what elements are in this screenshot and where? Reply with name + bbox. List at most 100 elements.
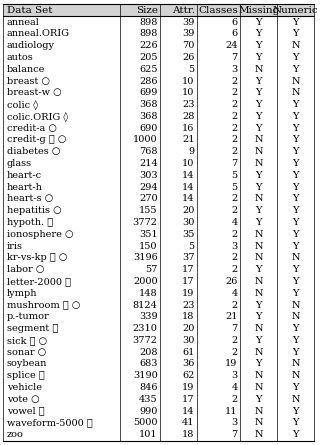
Text: 61: 61	[182, 348, 194, 356]
Text: N: N	[291, 41, 300, 50]
Text: Y: Y	[292, 194, 299, 203]
Text: heart-h: heart-h	[7, 182, 43, 192]
Text: 26: 26	[182, 53, 194, 62]
Text: 24: 24	[225, 41, 238, 50]
Text: 2: 2	[231, 336, 238, 345]
Text: letter-2000 ★: letter-2000 ★	[7, 277, 71, 286]
Text: 5000: 5000	[133, 418, 158, 427]
Text: 2: 2	[231, 135, 238, 145]
Text: 625: 625	[139, 65, 158, 74]
Text: Y: Y	[292, 159, 299, 168]
Text: 294: 294	[139, 182, 158, 192]
Text: 351: 351	[139, 230, 158, 239]
Text: 2: 2	[231, 124, 238, 133]
Text: 5: 5	[232, 182, 238, 192]
Text: 6: 6	[232, 18, 238, 27]
Text: Y: Y	[255, 29, 262, 38]
Text: N: N	[255, 407, 263, 416]
Text: Attr.: Attr.	[172, 6, 194, 15]
Text: 699: 699	[139, 89, 158, 97]
Text: 18: 18	[182, 312, 194, 321]
Text: 9: 9	[188, 147, 194, 156]
Text: Y: Y	[292, 124, 299, 133]
Text: hepatitis ○: hepatitis ○	[7, 206, 62, 215]
Text: autos: autos	[7, 53, 34, 62]
Text: 23: 23	[182, 300, 194, 310]
Text: 10: 10	[182, 159, 194, 168]
Text: N: N	[255, 324, 263, 333]
Text: 3772: 3772	[133, 336, 158, 345]
Text: mushroom ★ ○: mushroom ★ ○	[7, 300, 80, 310]
Text: Y: Y	[255, 171, 262, 180]
FancyBboxPatch shape	[3, 4, 314, 16]
Text: credit-a ○: credit-a ○	[7, 124, 57, 133]
Text: 4: 4	[231, 289, 238, 298]
Text: 2: 2	[231, 112, 238, 121]
Text: 3772: 3772	[133, 218, 158, 227]
Text: glass: glass	[7, 159, 32, 168]
Text: Y: Y	[292, 230, 299, 239]
Text: 2: 2	[231, 89, 238, 97]
Text: 7: 7	[231, 430, 238, 439]
Text: 101: 101	[139, 430, 158, 439]
Text: 2: 2	[231, 230, 238, 239]
Text: 2: 2	[231, 77, 238, 85]
Text: N: N	[255, 230, 263, 239]
Text: iris: iris	[7, 242, 23, 251]
Text: 990: 990	[139, 407, 158, 416]
Text: sonar ○: sonar ○	[7, 348, 46, 356]
Text: heart-s ○: heart-s ○	[7, 194, 53, 203]
Text: N: N	[291, 371, 300, 380]
Text: Size: Size	[136, 6, 158, 15]
Text: 150: 150	[139, 242, 158, 251]
Text: heart-c: heart-c	[7, 171, 42, 180]
Text: Y: Y	[292, 383, 299, 392]
Text: 3196: 3196	[133, 253, 158, 263]
Text: Y: Y	[292, 147, 299, 156]
Text: 20: 20	[182, 206, 194, 215]
Text: 10: 10	[182, 89, 194, 97]
Text: breast-w ○: breast-w ○	[7, 89, 62, 97]
Text: Y: Y	[255, 206, 262, 215]
Text: waveform-5000 ★: waveform-5000 ★	[7, 418, 93, 427]
Text: breast ○: breast ○	[7, 77, 50, 85]
Text: Y: Y	[255, 100, 262, 109]
Text: 2: 2	[231, 265, 238, 274]
Text: Y: Y	[255, 89, 262, 97]
Text: 19: 19	[225, 360, 238, 368]
Text: 3: 3	[231, 242, 238, 251]
Text: N: N	[255, 289, 263, 298]
Text: 7: 7	[231, 53, 238, 62]
Text: Y: Y	[255, 300, 262, 310]
Text: Data Set: Data Set	[7, 6, 52, 15]
Text: N: N	[291, 360, 300, 368]
Text: Y: Y	[292, 265, 299, 274]
Text: N: N	[255, 147, 263, 156]
Text: Y: Y	[255, 182, 262, 192]
Text: 17: 17	[182, 395, 194, 404]
Text: 23: 23	[182, 100, 194, 109]
Text: 10: 10	[182, 77, 194, 85]
Text: Y: Y	[292, 135, 299, 145]
Text: vowel ★: vowel ★	[7, 407, 45, 416]
Text: 5: 5	[188, 242, 194, 251]
Text: p.-tumor: p.-tumor	[7, 312, 50, 321]
Text: 17: 17	[182, 277, 194, 286]
Text: N: N	[255, 253, 263, 263]
Text: Y: Y	[292, 289, 299, 298]
Text: N: N	[291, 253, 300, 263]
Text: 690: 690	[139, 124, 158, 133]
Text: Y: Y	[292, 430, 299, 439]
Text: 303: 303	[139, 171, 158, 180]
Text: Y: Y	[292, 218, 299, 227]
Text: 14: 14	[182, 171, 194, 180]
Text: Numeric: Numeric	[273, 6, 318, 15]
Text: Y: Y	[255, 395, 262, 404]
Text: 205: 205	[139, 53, 158, 62]
Text: 35: 35	[182, 230, 194, 239]
Text: 21: 21	[182, 135, 194, 145]
Text: 19: 19	[182, 289, 194, 298]
Text: Y: Y	[292, 407, 299, 416]
Text: N: N	[255, 135, 263, 145]
Text: Y: Y	[255, 112, 262, 121]
